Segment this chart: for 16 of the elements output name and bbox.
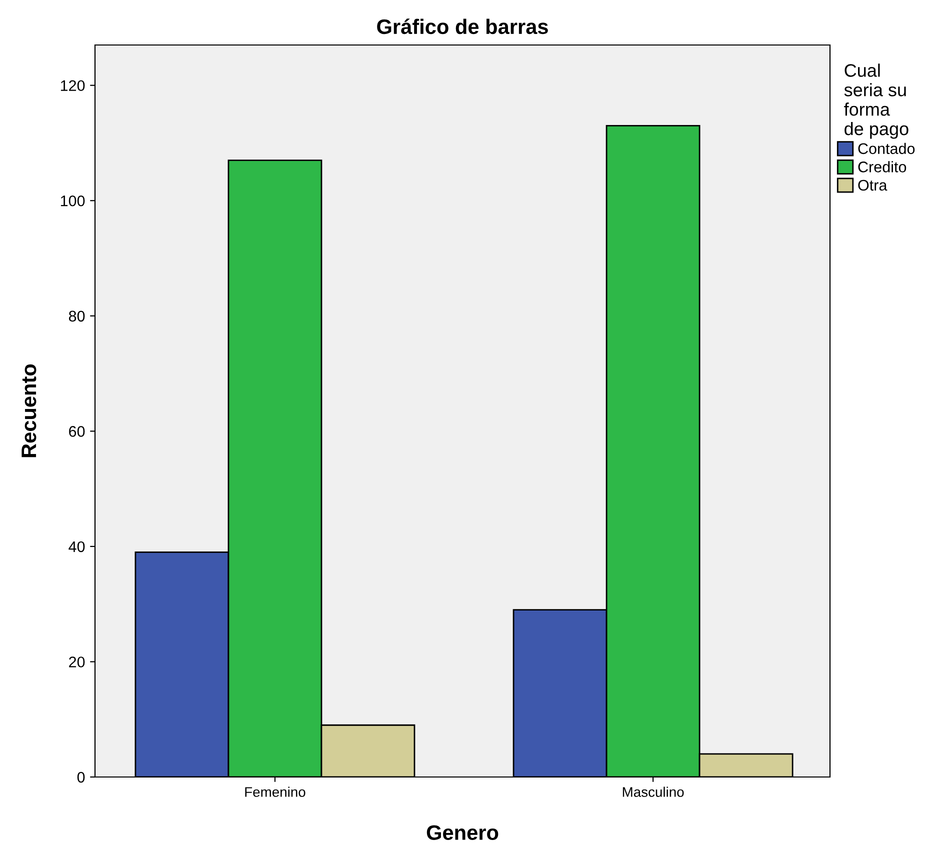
legend-title: Cual seria su forma de pago bbox=[844, 64, 908, 139]
x-tick-label: Femenino bbox=[245, 786, 306, 797]
x-axis-title: Genero bbox=[426, 825, 498, 840]
y-tick-label: 80 bbox=[68, 310, 85, 322]
legend-label: Credito bbox=[858, 161, 906, 172]
x-tick-label: Masculino bbox=[622, 786, 684, 797]
y-axis-title: Recuento bbox=[22, 364, 36, 458]
y-tick-label: 120 bbox=[60, 80, 85, 92]
y-tick-label: 20 bbox=[69, 656, 85, 668]
y-tick-label: 60 bbox=[69, 426, 85, 437]
chart-title: Gráfico de barras bbox=[377, 18, 548, 34]
legend-label: Otra bbox=[858, 180, 888, 191]
y-tick-label: 100 bbox=[60, 195, 85, 206]
y-tick-label: 0 bbox=[77, 772, 85, 783]
y-tick-label: 40 bbox=[68, 541, 85, 552]
legend-label: Contado bbox=[858, 142, 915, 154]
